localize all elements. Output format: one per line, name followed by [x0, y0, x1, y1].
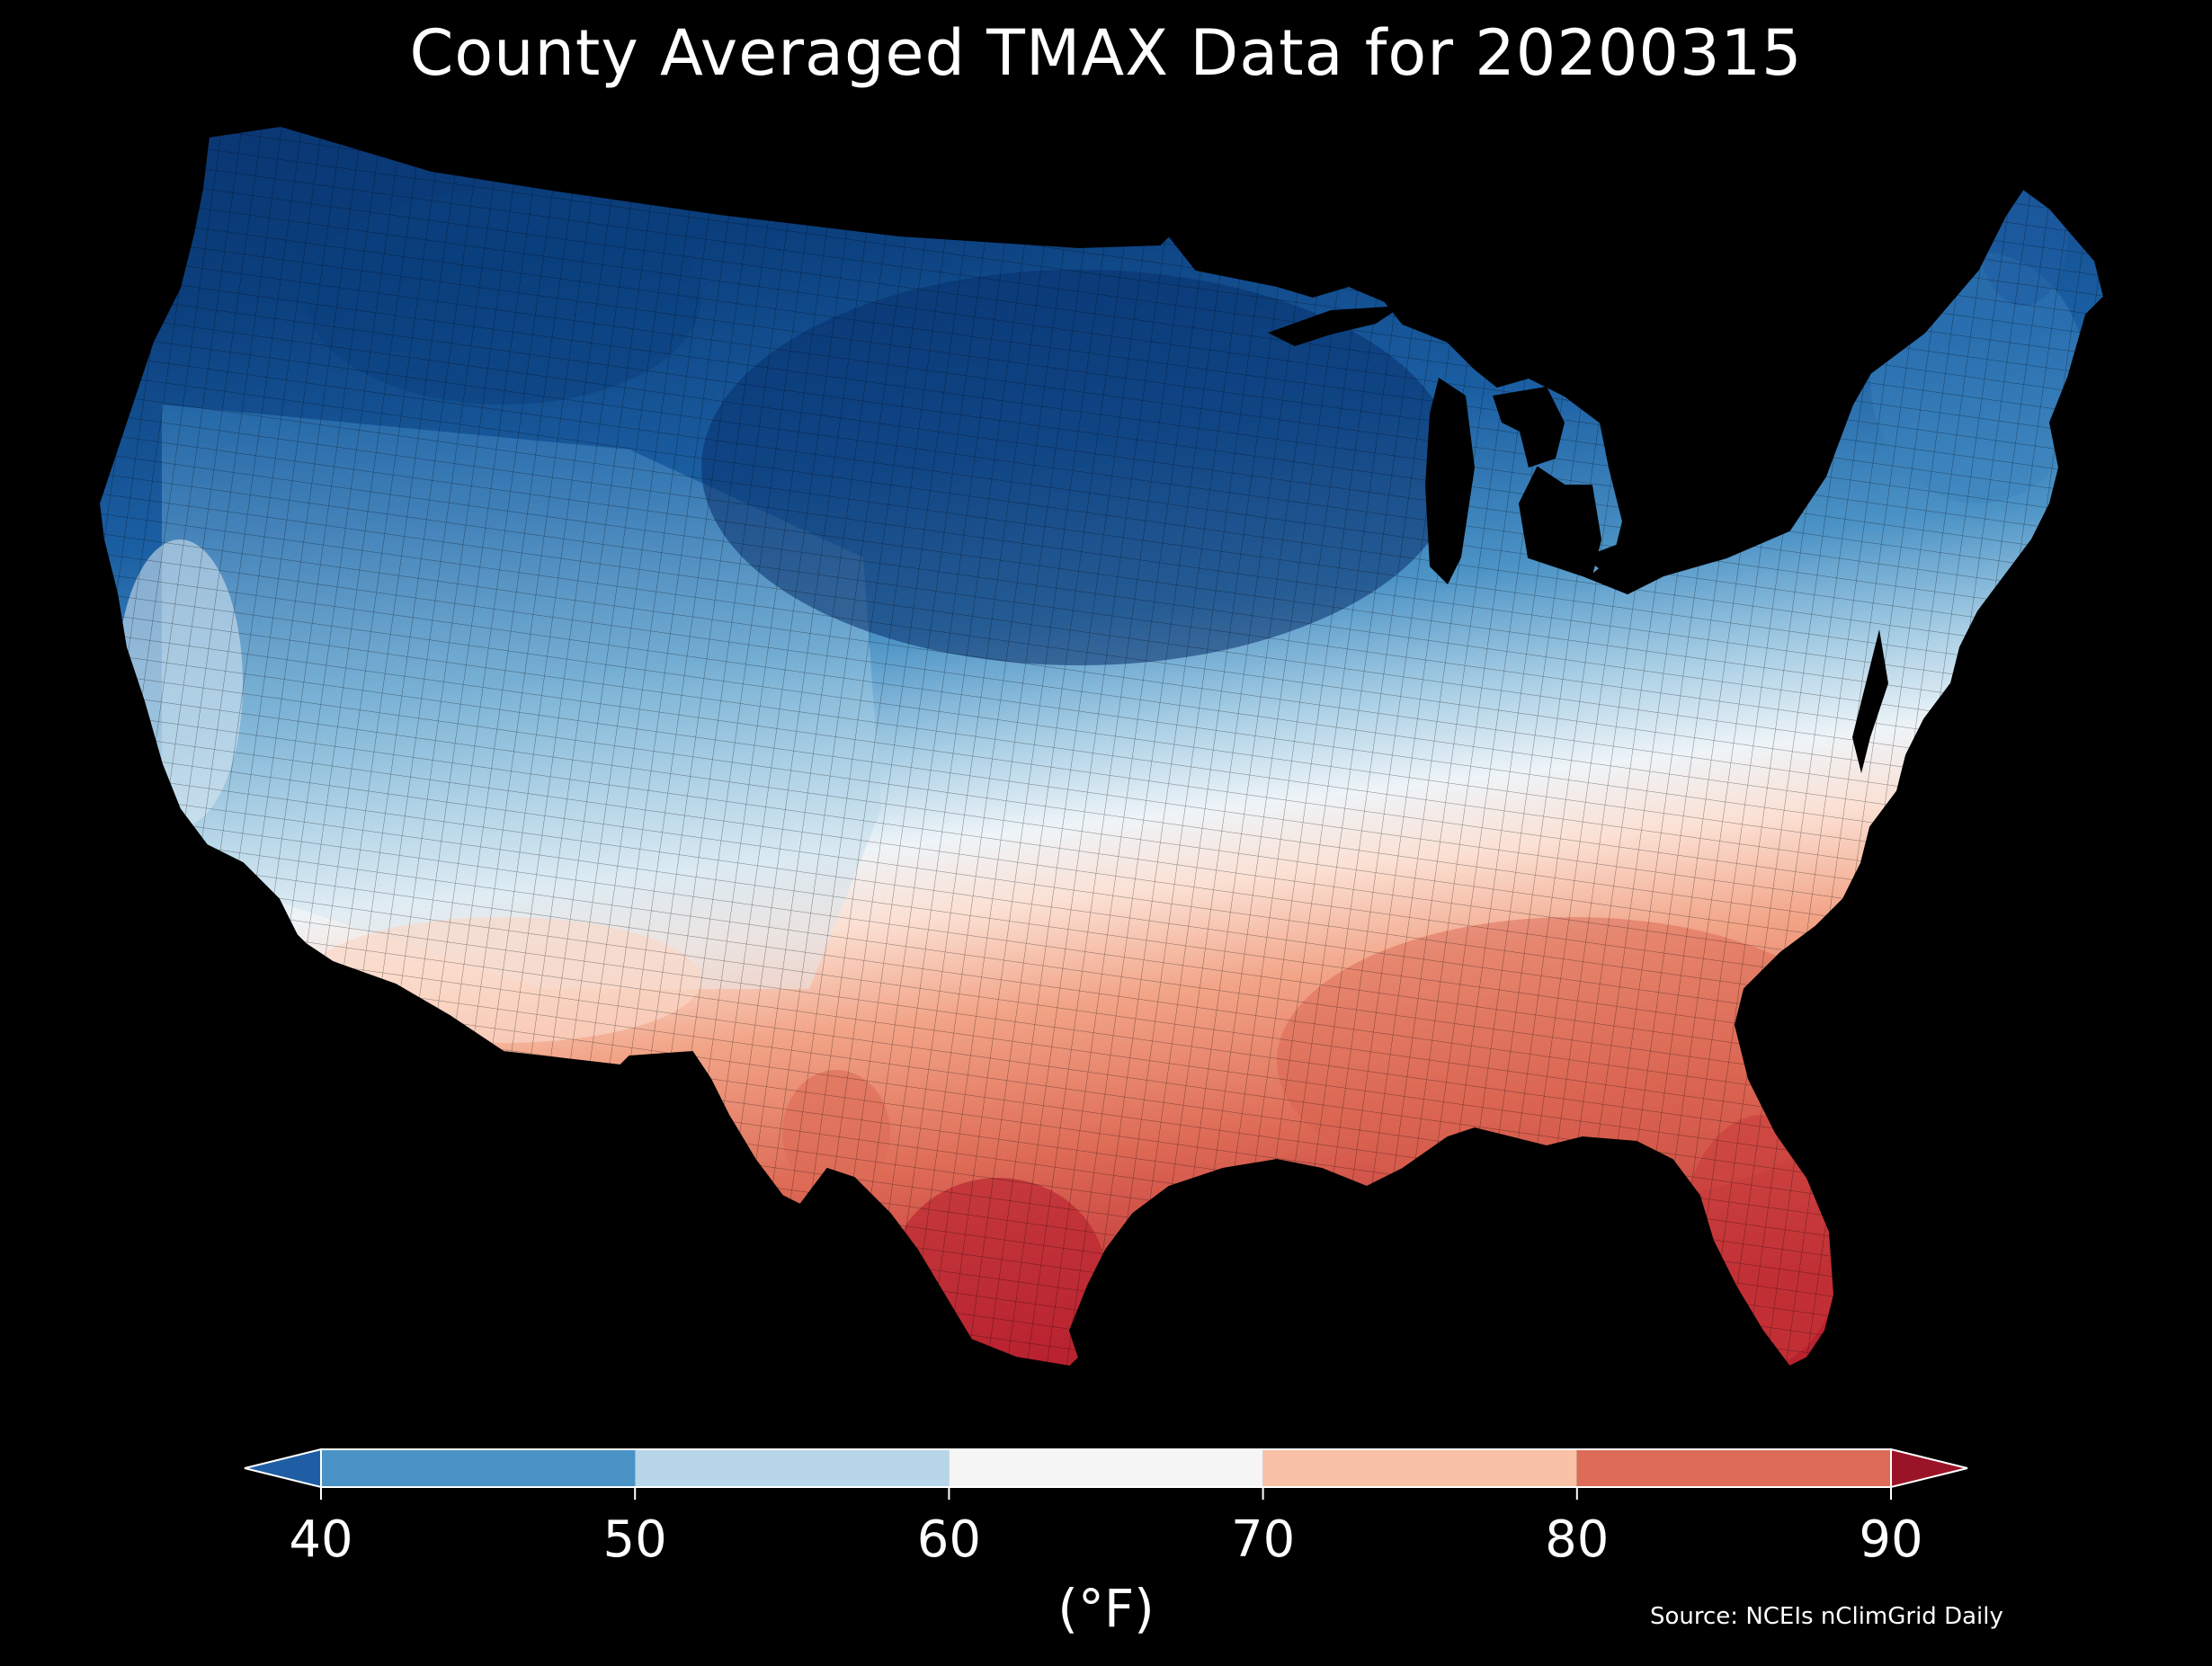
colorbar-over-arrow	[1890, 1448, 1968, 1489]
colorbar-unit-label: (°F)	[1057, 1578, 1155, 1639]
colorbar-bins	[320, 1448, 1892, 1488]
great-lakes	[1268, 306, 1789, 584]
colorbar-bin-1	[635, 1449, 950, 1487]
map-title: County Averaged TMAX Data for 20200315	[409, 16, 1803, 90]
colorbar-bin-4	[1576, 1449, 1891, 1487]
colorbar-bin-2	[949, 1449, 1263, 1487]
colorbar-tick-label-70: 70	[1230, 1510, 1296, 1569]
colorbar-under-arrow	[244, 1448, 322, 1489]
chesapeake-bay	[1852, 629, 1888, 773]
colorbar-tick-label-60: 60	[916, 1510, 982, 1569]
colorbar-bin-3	[1262, 1449, 1577, 1487]
colorbar-tick-label-50: 50	[602, 1510, 667, 1569]
colorbar-ticks	[320, 1487, 1892, 1500]
colorbar-tick-label-90: 90	[1859, 1510, 1923, 1569]
us-county-map	[98, 125, 2105, 1368]
colorbar	[244, 1448, 1968, 1500]
colorbar-tick-label-40: 40	[289, 1510, 353, 1569]
colorbar-bin-0	[321, 1449, 636, 1487]
colorbar-tick-label-80: 80	[1545, 1510, 1610, 1569]
source-note: Source: NCEIs nClimGrid Daily	[1650, 1603, 2003, 1630]
